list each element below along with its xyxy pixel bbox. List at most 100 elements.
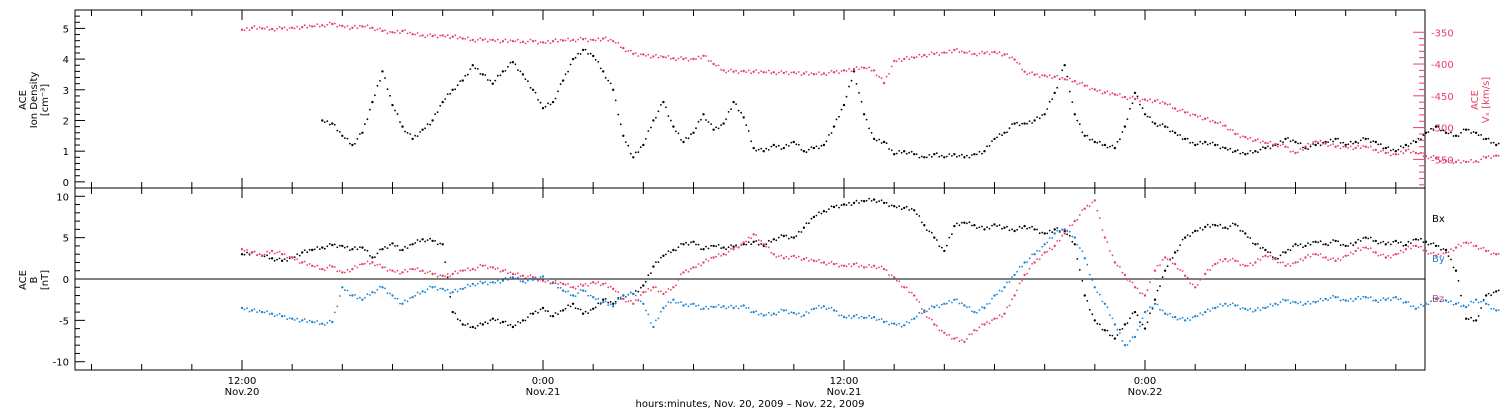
- vx-point: [700, 57, 702, 60]
- bz-point: [1472, 245, 1475, 247]
- density-point: [747, 130, 750, 132]
- by-point: [547, 278, 549, 280]
- bz-point: [983, 323, 986, 326]
- by-point: [1071, 235, 1074, 238]
- density-point: [775, 145, 778, 148]
- by-point: [1302, 304, 1304, 307]
- vx-ytick-label: -550: [1431, 155, 1454, 166]
- density-point: [328, 123, 331, 126]
- bz-point: [958, 340, 961, 342]
- vx-point: [617, 41, 620, 44]
- bz-point: [1216, 262, 1219, 264]
- bx-point: [1252, 242, 1254, 245]
- by-point: [657, 317, 660, 320]
- vx-point: [1284, 145, 1287, 148]
- density-point: [614, 99, 617, 102]
- bx-point: [777, 236, 780, 239]
- vx-point: [404, 29, 406, 31]
- bx-point: [1339, 244, 1342, 247]
- by-point: [1487, 303, 1490, 306]
- vx-point: [1066, 78, 1069, 81]
- density-point: [682, 140, 685, 144]
- density-point: [822, 143, 826, 147]
- bz-point: [436, 275, 439, 278]
- bx-point: [1480, 307, 1482, 309]
- vx-point: [364, 25, 366, 28]
- vx-point: [1329, 144, 1332, 147]
- bx-point: [1239, 229, 1242, 232]
- by-point: [642, 302, 645, 305]
- bz-point: [298, 262, 301, 264]
- bz-point: [1106, 241, 1109, 243]
- bx-point: [747, 241, 750, 244]
- vx-point: [366, 24, 369, 27]
- by-point: [752, 310, 755, 314]
- density-point: [828, 134, 830, 136]
- vx-point: [1166, 103, 1169, 106]
- bx-point: [672, 248, 675, 252]
- vx-point: [1289, 150, 1292, 153]
- density-point: [697, 120, 700, 123]
- vx-point: [461, 37, 464, 40]
- by-point: [1490, 308, 1492, 310]
- bx-point: [822, 210, 826, 213]
- density-point: [1244, 153, 1247, 156]
- density-point: [1339, 142, 1342, 144]
- by-point: [1179, 317, 1181, 320]
- bx-point: [1359, 240, 1362, 242]
- by-point: [1379, 299, 1382, 301]
- legend-by: By: [1432, 254, 1445, 265]
- bz-point: [446, 273, 449, 275]
- vx-point: [609, 38, 612, 41]
- bz-point: [1038, 258, 1041, 261]
- by-point: [602, 301, 605, 304]
- bx-point: [983, 228, 986, 231]
- vx-point: [507, 41, 509, 43]
- bz-point: [750, 237, 753, 240]
- density-point: [1239, 152, 1242, 155]
- bz-point: [587, 284, 589, 287]
- bz-point: [278, 250, 281, 253]
- bz-point: [243, 250, 246, 252]
- density-point: [667, 115, 670, 117]
- density-point: [830, 132, 833, 134]
- vx-point: [1083, 84, 1087, 87]
- density-point: [511, 61, 515, 64]
- bz-point: [1078, 214, 1081, 216]
- vx-point: [1412, 150, 1415, 153]
- x-tick-time-label: 0:00: [532, 376, 554, 387]
- vx-point: [973, 52, 976, 56]
- vx-point: [882, 81, 886, 85]
- bx-point: [680, 243, 682, 245]
- by-point: [567, 290, 569, 293]
- vx-point: [268, 28, 271, 31]
- by-point: [451, 291, 454, 294]
- bx-point: [1357, 238, 1360, 241]
- bx-point: [1023, 224, 1026, 228]
- bx-point: [1026, 227, 1028, 230]
- vx-point: [1043, 74, 1046, 77]
- bz-point: [331, 265, 334, 268]
- density-point: [333, 123, 336, 126]
- by-point: [1078, 247, 1081, 249]
- bx-point: [263, 255, 266, 258]
- by-point: [283, 315, 286, 317]
- bz-point: [1397, 252, 1400, 255]
- bz-point: [1093, 199, 1097, 202]
- bx-point: [511, 325, 515, 329]
- density-point: [1434, 125, 1438, 128]
- by-point: [895, 324, 898, 326]
- by-point: [1264, 306, 1267, 310]
- by-point: [815, 307, 818, 310]
- bx-point: [1495, 290, 1498, 293]
- by-point: [1362, 295, 1365, 298]
- density-point: [996, 136, 998, 139]
- density-point: [1048, 100, 1051, 103]
- density-point: [808, 148, 810, 151]
- bx-point: [953, 224, 956, 228]
- by-point: [389, 292, 391, 295]
- bz-point: [1352, 253, 1355, 255]
- bz-point: [431, 272, 434, 276]
- vx-point: [296, 25, 299, 28]
